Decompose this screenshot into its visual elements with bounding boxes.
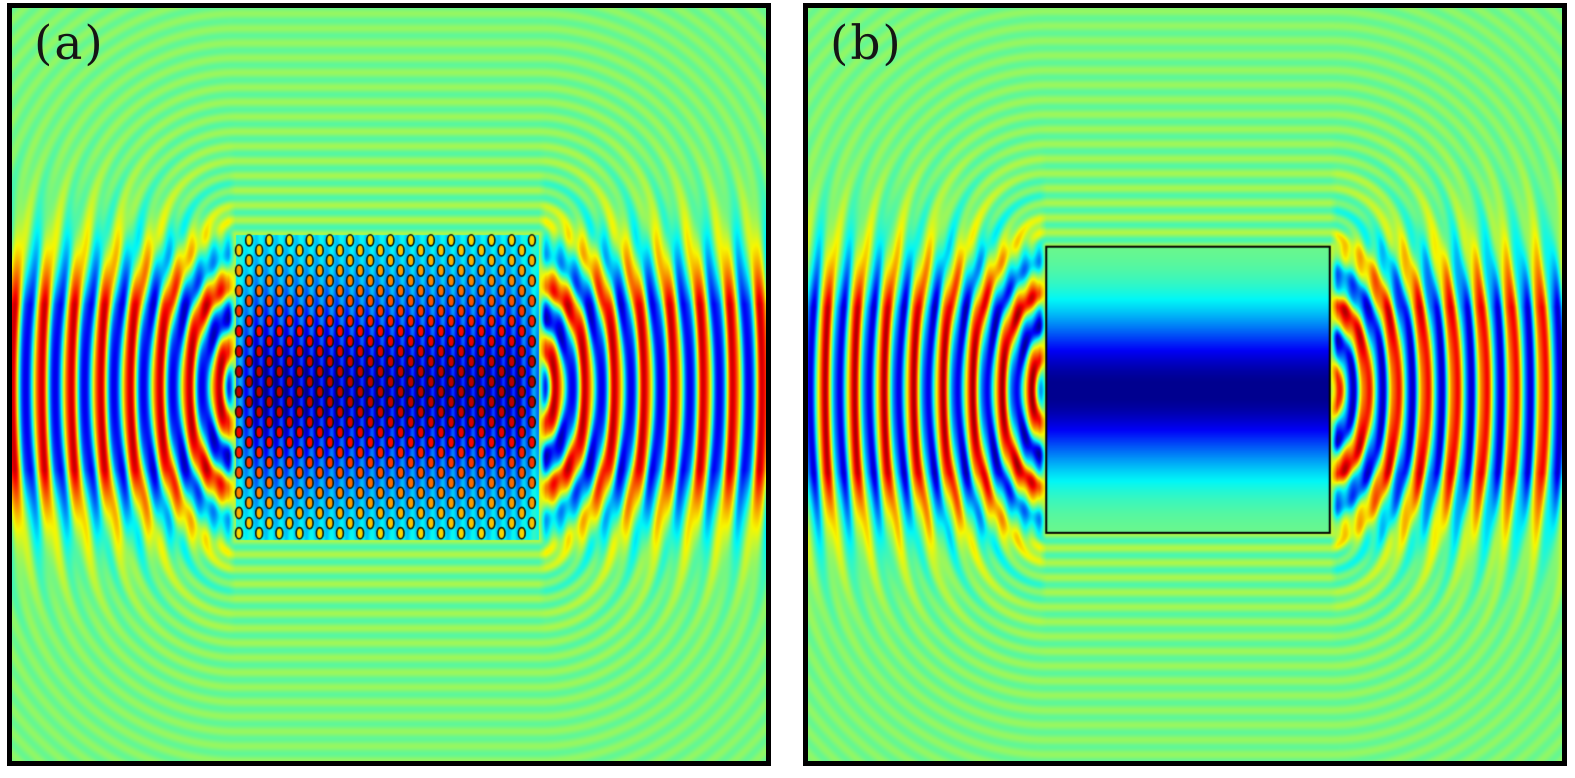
panel-b-effective-medium: (b) [803,3,1567,766]
panel-a-field-heatmap [12,8,766,761]
panel-a-photonic-crystal: (a) [7,3,771,766]
panel-b-field-heatmap [808,8,1562,761]
panel-a-label: (a) [34,16,105,71]
panel-b-label: (b) [830,16,903,71]
